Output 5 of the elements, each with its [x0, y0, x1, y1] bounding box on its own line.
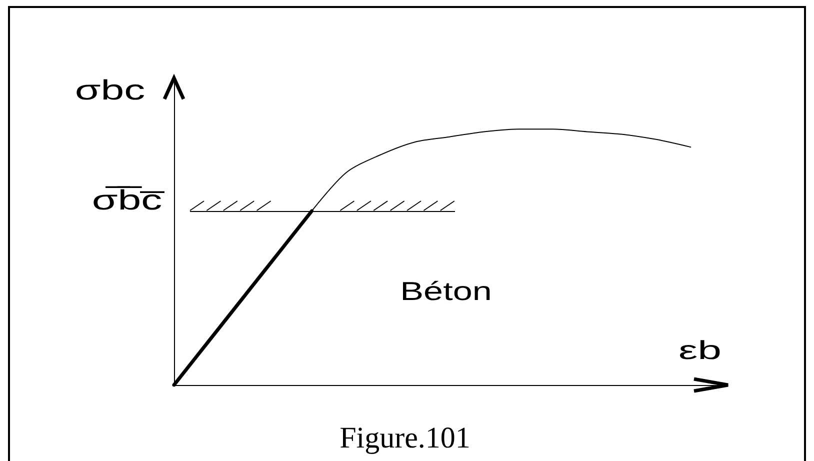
- ref-line-label: σ̅b̅c̅: [92, 184, 166, 216]
- annotation: Béton: [400, 276, 492, 306]
- y-axis-title: σbc: [74, 74, 146, 106]
- text: Figure.101: [340, 422, 470, 454]
- x-axis-title: εb: [678, 335, 722, 365]
